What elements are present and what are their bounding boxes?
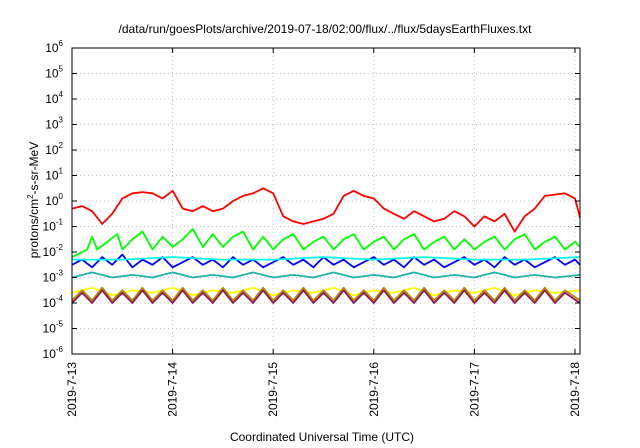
y-tick-label: 10-5 — [43, 320, 64, 336]
y-tick-label: 10-4 — [43, 294, 64, 310]
x-tick-label: 2019-7-13 — [65, 362, 79, 417]
y-tick-label: 100 — [45, 192, 63, 208]
x-axis-label: Coordinated Universal Time (UTC) — [230, 430, 414, 444]
y-tick-label: 101 — [45, 167, 63, 183]
x-tick-label: 2019-7-17 — [467, 362, 481, 417]
y-tick-label: 10-1 — [43, 218, 64, 234]
x-axis-ticks: 2019-7-13 2019-7-14 2019-7-15 2019-7-16 2019… — [65, 48, 582, 417]
x-tick-label: 2019-7-16 — [367, 362, 381, 417]
y-tick-label: 106 — [45, 39, 63, 55]
series-line-3 — [72, 256, 581, 261]
y-axis-ticks: 106 105 104 103 102 101 100 10-1 10-2 10-3 10-4 10-… — [43, 39, 580, 361]
x-tick-label: 2019-7-14 — [166, 362, 180, 417]
y-tick-label: 10-2 — [43, 243, 64, 259]
series-line-4 — [71, 271, 581, 279]
x-tick-label: 2019-7-18 — [568, 362, 582, 417]
series-line-1 — [71, 228, 581, 258]
chart-title: /data/run/goesPlots/archive/2019-07-18/0… — [119, 22, 533, 36]
y-tick-label: 103 — [45, 116, 63, 132]
y-axis-label: protons/cm2-s-sr-MeV — [26, 142, 41, 258]
y-tick-label: 102 — [45, 141, 63, 157]
series-line-8 — [71, 187, 581, 233]
y-tick-label: 105 — [45, 65, 63, 81]
y-tick-label: 104 — [45, 90, 63, 106]
y-tick-label: 10-3 — [43, 269, 64, 285]
grid-lines — [72, 48, 580, 354]
series-line-2 — [71, 253, 581, 269]
y-tick-label: 10-6 — [43, 345, 64, 361]
series-line-6 — [71, 286, 581, 302]
x-tick-label: 2019-7-15 — [266, 362, 280, 417]
series-group — [71, 187, 581, 304]
series-line-7 — [71, 289, 581, 304]
